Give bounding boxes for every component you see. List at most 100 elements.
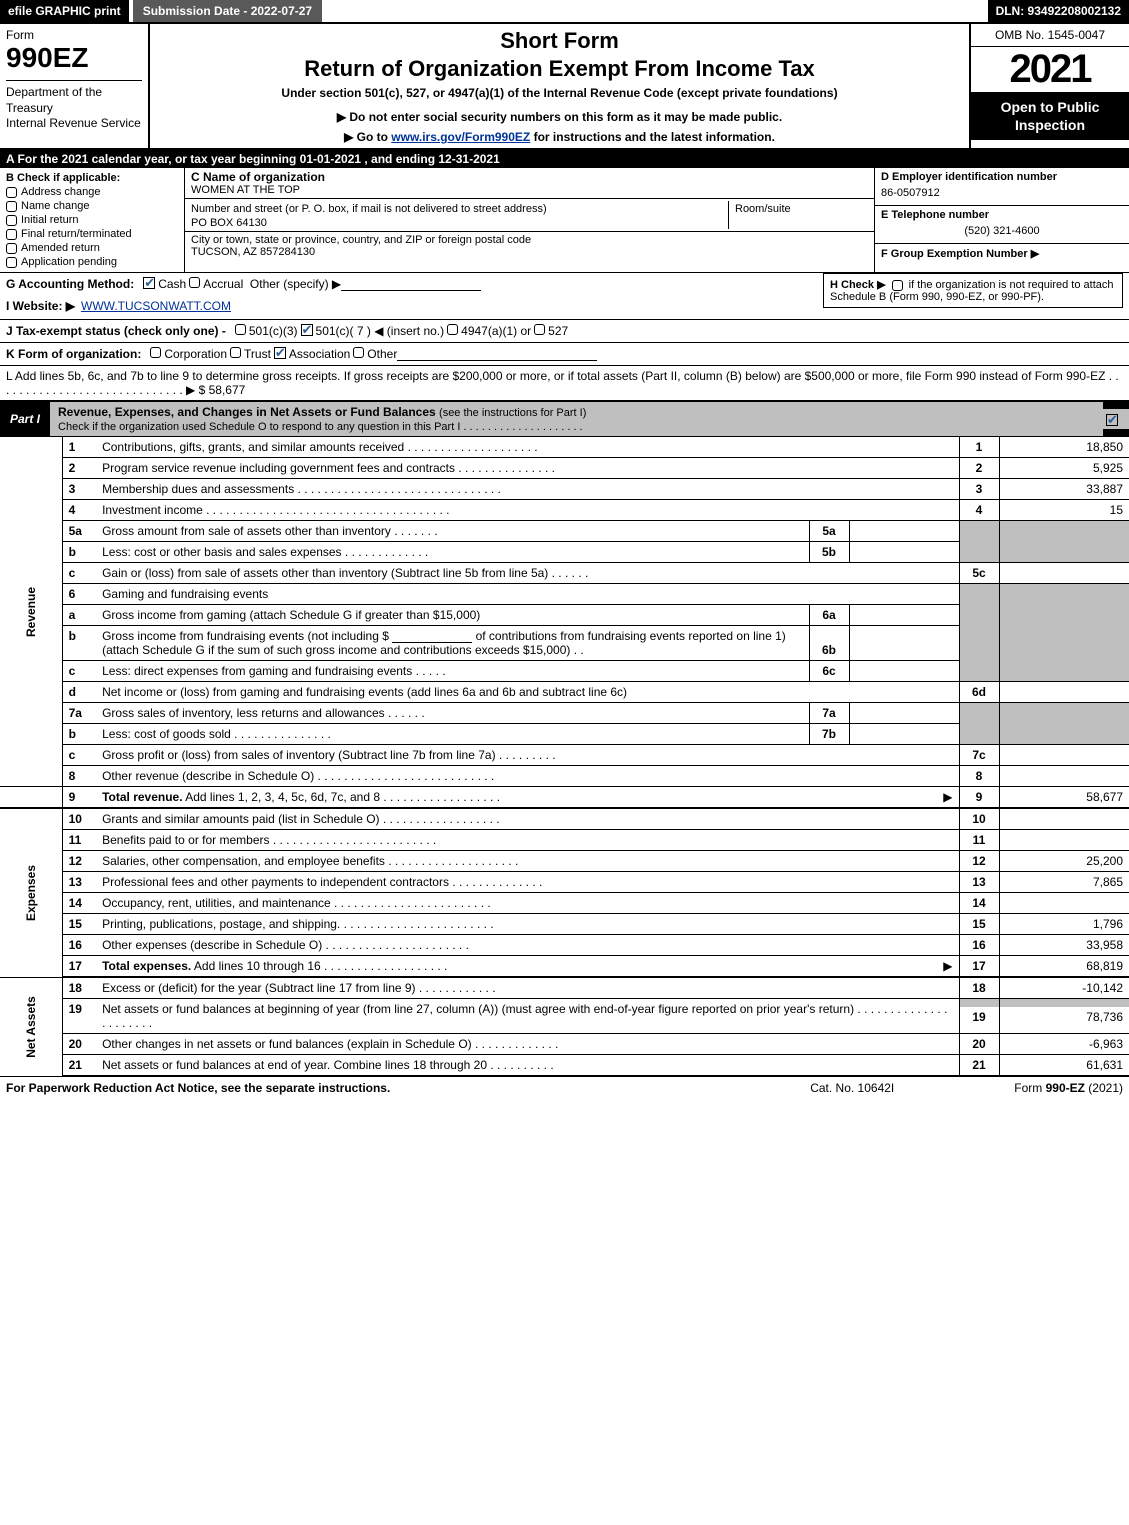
chk-527[interactable] — [534, 324, 545, 335]
row-7a-subval — [849, 703, 959, 724]
row-7b-subval — [849, 724, 959, 745]
row-17-value: 68,819 — [999, 956, 1129, 978]
row-5a-subval — [849, 521, 959, 542]
chk-h[interactable] — [892, 280, 903, 291]
row-6b-desc: Gross income from fundraising events (no… — [96, 626, 809, 661]
row-11-num: 11 — [62, 830, 96, 851]
row-6abc-grey — [959, 584, 999, 682]
chk-501c3[interactable] — [235, 324, 246, 335]
row-17-arrow: ▶ — [943, 959, 952, 973]
chk-other-org[interactable] — [353, 347, 364, 358]
row-7b-desc: Less: cost of goods sold . . . . . . . .… — [96, 724, 809, 745]
row-3-value: 33,887 — [999, 479, 1129, 500]
city-value: TUCSON, AZ 857284130 — [191, 246, 868, 258]
form-title: Return of Organization Exempt From Incom… — [158, 56, 961, 82]
row-12-desc: Salaries, other compensation, and employ… — [96, 851, 959, 872]
row-5c-num: c — [62, 563, 96, 584]
row-10-value — [999, 808, 1129, 830]
row-20-num: 20 — [62, 1034, 96, 1055]
chk-corp-label: Corporation — [164, 347, 227, 361]
top-bar: efile GRAPHIC print Submission Date - 20… — [0, 0, 1129, 24]
row-6b-amt-input[interactable] — [392, 629, 472, 643]
line-h: H Check ▶ if the organization is not req… — [823, 273, 1123, 308]
tel-value: (520) 321-4600 — [881, 225, 1123, 237]
chk-assoc[interactable] — [274, 347, 286, 359]
chk-initial-return[interactable]: Initial return — [6, 214, 178, 226]
row-7a-subnum: 7a — [809, 703, 849, 724]
website-link[interactable]: WWW.TUCSONWATT.COM — [81, 299, 231, 313]
submission-date: Submission Date - 2022-07-27 — [133, 0, 322, 22]
line-h-pre: H Check ▶ — [830, 279, 889, 291]
row-21-num: 21 — [62, 1055, 96, 1077]
form-number: 990EZ — [6, 42, 142, 74]
chk-4947[interactable] — [447, 324, 458, 335]
chk-cash[interactable] — [143, 277, 155, 289]
row-6d-rnum: 6d — [959, 682, 999, 703]
row-21-value: 61,631 — [999, 1055, 1129, 1077]
row-5ab-grey — [959, 521, 999, 563]
row-9-arrow: ▶ — [943, 790, 952, 804]
chk-label-initial: Initial return — [21, 214, 78, 226]
row-15-num: 15 — [62, 914, 96, 935]
row-6abc-grey-val — [999, 584, 1129, 682]
row-11-value — [999, 830, 1129, 851]
revenue-table: Revenue 1 Contributions, gifts, grants, … — [0, 437, 1129, 1077]
row-7b-num: b — [62, 724, 96, 745]
row-9: 9 Total revenue. Add lines 1, 2, 3, 4, 5… — [0, 787, 1129, 809]
form-subtitle: Under section 501(c), 527, or 4947(a)(1)… — [158, 86, 961, 100]
row-4-desc: Investment income . . . . . . . . . . . … — [96, 500, 959, 521]
chk-address-change[interactable]: Address change — [6, 186, 178, 198]
chk-part-i-schedule-o[interactable] — [1106, 414, 1118, 426]
goto-post: for instructions and the latest informat… — [530, 130, 775, 144]
chk-trust[interactable] — [230, 347, 241, 358]
row-14-desc: Occupancy, rent, utilities, and maintena… — [96, 893, 959, 914]
row-18-rnum: 18 — [959, 977, 999, 999]
part-i-title-text: Revenue, Expenses, and Changes in Net As… — [58, 405, 436, 419]
row-7c-desc: Gross profit or (loss) from sales of inv… — [96, 745, 959, 766]
other-org-input[interactable] — [397, 347, 597, 361]
row-17-rnum: 17 — [959, 956, 999, 978]
row-14-rnum: 14 — [959, 893, 999, 914]
row-13-value: 7,865 — [999, 872, 1129, 893]
other-specify-input[interactable] — [341, 277, 481, 291]
line-g-label: G Accounting Method: — [6, 277, 134, 291]
line-k-label: K Form of organization: — [6, 347, 141, 361]
efile-print-label[interactable]: efile GRAPHIC print — [0, 0, 129, 22]
chk-501c-label: 501(c)( 7 ) ◀ (insert no.) — [316, 324, 445, 338]
chk-application-pending[interactable]: Application pending — [6, 256, 178, 268]
chk-name-change[interactable]: Name change — [6, 200, 178, 212]
form-ref-post: (2021) — [1085, 1081, 1123, 1095]
row-6d-num: d — [62, 682, 96, 703]
row-6d: d Net income or (loss) from gaming and f… — [0, 682, 1129, 703]
irs-link[interactable]: www.irs.gov/Form990EZ — [391, 130, 530, 144]
block-bcdef: B Check if applicable: Address change Na… — [0, 168, 1129, 273]
row-12-num: 12 — [62, 851, 96, 872]
chk-final-return[interactable]: Final return/terminated — [6, 228, 178, 240]
chk-label-name: Name change — [21, 200, 90, 212]
line-k: K Form of organization: Corporation Trus… — [0, 343, 1129, 366]
row-17-desc-text: Total expenses. Add lines 10 through 16 … — [102, 959, 447, 973]
line-i-label: I Website: ▶ — [6, 299, 75, 313]
chk-amended-return[interactable]: Amended return — [6, 242, 178, 254]
header-center: Short Form Return of Organization Exempt… — [150, 24, 969, 148]
col-c: C Name of organization WOMEN AT THE TOP … — [185, 168, 874, 272]
row-3-rnum: 3 — [959, 479, 999, 500]
row-2: 2 Program service revenue including gove… — [0, 458, 1129, 479]
row-9-desc: Total revenue. Add lines 1, 2, 3, 4, 5c,… — [96, 787, 959, 809]
chk-accrual[interactable] — [189, 277, 200, 288]
page-footer: For Paperwork Reduction Act Notice, see … — [0, 1077, 1129, 1099]
warning-ssn: ▶ Do not enter social security numbers o… — [158, 110, 961, 124]
row-6d-desc: Net income or (loss) from gaming and fun… — [96, 682, 959, 703]
row-4-value: 15 — [999, 500, 1129, 521]
row-18: Net Assets 18 Excess or (deficit) for th… — [0, 977, 1129, 999]
chk-501c[interactable] — [301, 324, 313, 336]
row-11-desc: Benefits paid to or for members . . . . … — [96, 830, 959, 851]
row-5c-rnum: 5c — [959, 563, 999, 584]
row-16-num: 16 — [62, 935, 96, 956]
row-6a-subval — [849, 605, 959, 626]
row-5b-desc: Less: cost or other basis and sales expe… — [96, 542, 809, 563]
row-6b-subval — [849, 626, 959, 661]
row-3: 3 Membership dues and assessments . . . … — [0, 479, 1129, 500]
row-5a-desc: Gross amount from sale of assets other t… — [96, 521, 809, 542]
chk-corp[interactable] — [150, 347, 161, 358]
